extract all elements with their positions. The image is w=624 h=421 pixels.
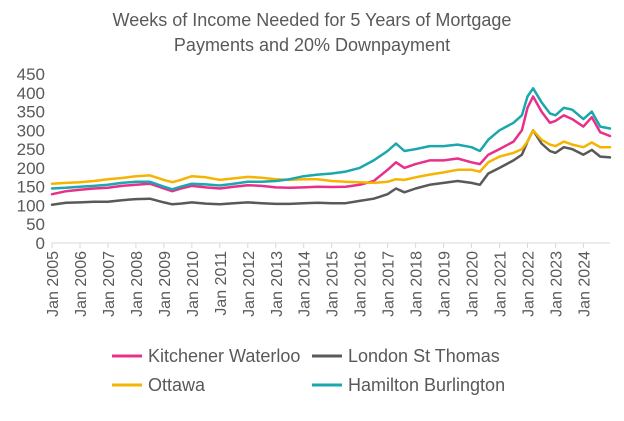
x-tick-label: Jan 2010 <box>185 251 202 317</box>
chart-title-line-1: Weeks of Income Needed for 5 Years of Mo… <box>113 10 512 30</box>
x-tick-label: Jan 2016 <box>353 251 370 317</box>
y-tick-label: 400 <box>17 84 45 103</box>
x-tick-label: Jan 2018 <box>409 251 426 317</box>
y-tick-label: 300 <box>17 121 45 140</box>
legend: Kitchener Waterloo London St Thomas Ottawa… <box>112 346 505 395</box>
x-tick-label: Jan 2012 <box>241 251 258 317</box>
x-tick-label: Jan 2013 <box>269 251 286 317</box>
x-tick-label: Jan 2008 <box>129 251 146 317</box>
series-line-kitchener-waterloo <box>50 95 612 196</box>
x-tick-label: Jan 2024 <box>576 251 593 317</box>
series-line-ottawa <box>50 129 612 185</box>
legend-label: Kitchener Waterloo <box>148 346 300 366</box>
x-tick-label: Jan 2006 <box>73 251 90 317</box>
x-tick-label: Jan 2023 <box>548 251 565 317</box>
y-tick-label: 250 <box>17 140 45 159</box>
x-tick-label: Jan 2009 <box>157 251 174 317</box>
legend-label: Hamilton Burlington <box>348 375 505 395</box>
y-tick-label: 50 <box>26 215 45 234</box>
x-tick-label: Jan 2017 <box>381 251 398 317</box>
x-tick-label: Jan 2005 <box>45 251 62 317</box>
y-tick-label: 200 <box>17 159 45 178</box>
series-layer <box>50 87 612 206</box>
chart-title-line-2: Payments and 20% Downpayment <box>174 35 450 55</box>
x-tick-label: Jan 2015 <box>325 251 342 317</box>
series-line-hamilton-burlington <box>50 87 612 191</box>
legend-label: London St Thomas <box>348 346 500 366</box>
x-tick-label: Jan 2020 <box>465 251 482 317</box>
x-tick-label: Jan 2007 <box>101 251 118 317</box>
x-tick-label: Jan 2014 <box>297 251 314 317</box>
x-tick-label: Jan 2022 <box>520 251 537 317</box>
x-tick-label: Jan 2019 <box>437 251 454 317</box>
series-line-london-st-thomas <box>50 129 612 206</box>
y-tick-label: 150 <box>17 178 45 197</box>
y-tick-label: 350 <box>17 103 45 122</box>
y-tick-label: 100 <box>17 196 45 215</box>
y-tick-label: 450 <box>17 65 45 84</box>
x-tick-label: Jan 2021 <box>493 251 510 317</box>
x-tick-label: Jan 2011 <box>213 251 230 316</box>
legend-label: Ottawa <box>148 375 206 395</box>
x-axis: Jan 2005 Jan 2006 Jan 2007 Jan 2008 Jan 2009… <box>45 242 610 317</box>
y-tick-label: 0 <box>36 234 45 253</box>
